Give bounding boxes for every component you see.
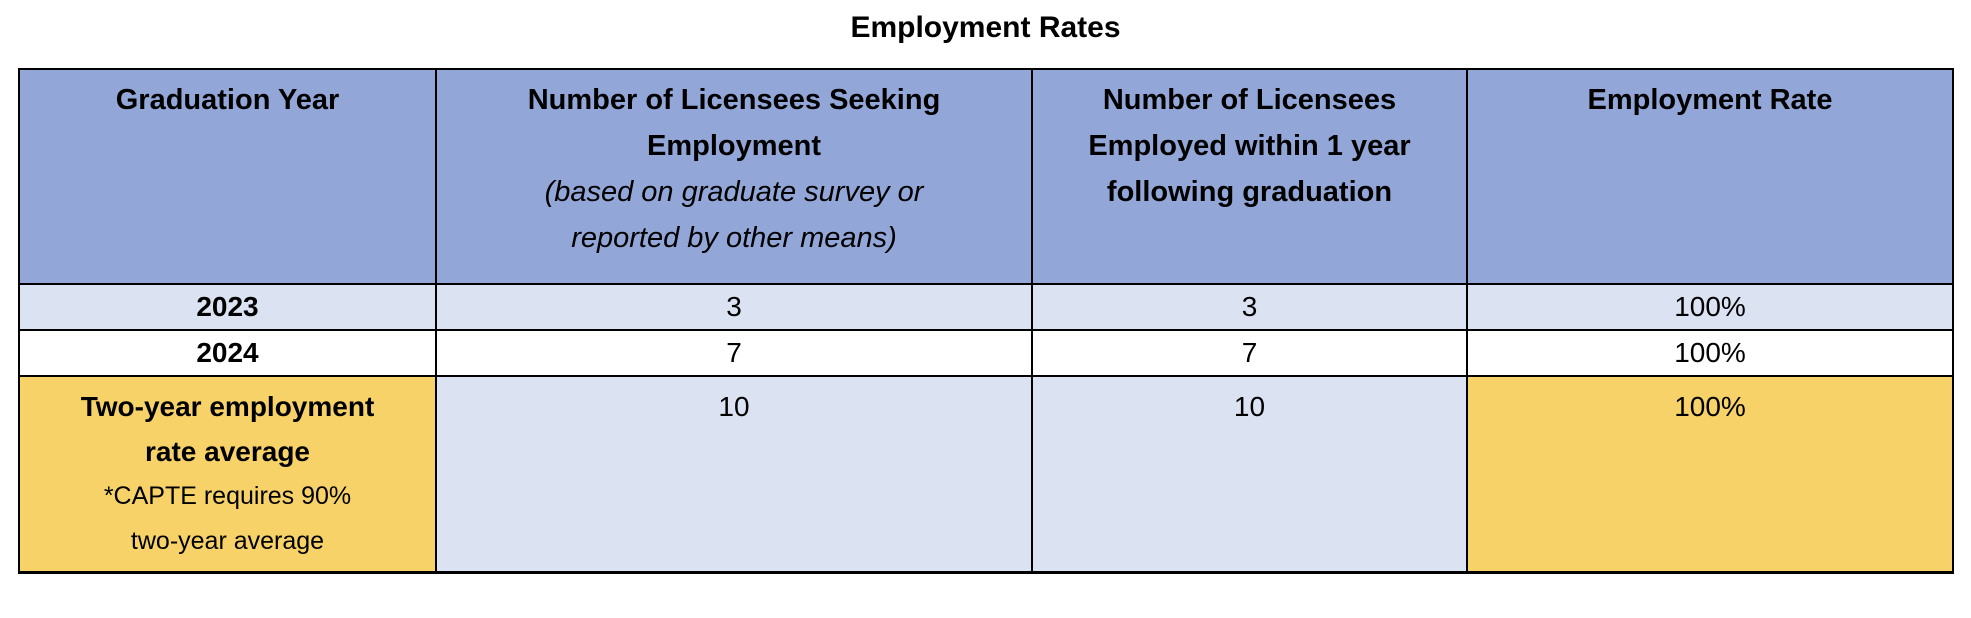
cell-text-line: 3 [726,291,742,322]
row-two-year-average-cell-graduation-year: Two-year employment rate average *CAPTE re… [18,375,437,574]
cell-text-line: rate average [144,436,310,467]
cell-text-line: Employment Rate [1587,84,1833,116]
cell-text-line: following graduation [1106,176,1393,208]
cell-text-line: Number of Licensees Seeking [527,84,941,116]
cell-text-line: Graduation Year [115,84,340,116]
cell-text-line: 100% [1674,337,1746,368]
row-two-year-average-cell-licensees-employed-within-1-year: 10 [1031,375,1468,574]
row-2023-cell-employment-rate: 100% [1466,283,1954,331]
cell-text-line: Employed within 1 year [1088,130,1411,162]
row-2023-cell-licensees-seeking-employment: 3 [435,283,1033,331]
cell-text-line: 7 [726,337,742,368]
cell-text-line: 3 [1241,291,1258,322]
row-2023: 2023 3 3 100% [18,283,1954,331]
header-cell-graduation-year: Graduation Year [18,68,437,285]
table-body: 2023 3 3 100% 2024 7 7 100% Two-year employment r… [18,283,1954,574]
row-2024-cell-licensees-seeking-employment: 7 [435,329,1033,377]
row-2023-cell-licensees-employed-within-1-year: 3 [1031,283,1468,331]
header-cell-licensees-employed-within-1-year: Number of Licensees Employed within 1 yea… [1031,68,1468,285]
cell-text-line: Number of Licensees [1102,84,1397,116]
row-two-year-average-cell-licensees-seeking-employment: 10 [435,375,1033,574]
cell-text-line: 10 [718,391,750,422]
cell-text-line: *CAPTE requires 90% [103,482,352,510]
cell-text-line: 100% [1674,391,1746,422]
row-two-year-average: Two-year employment rate average *CAPTE re… [18,375,1954,574]
cell-text-line: (based on graduate survey or [544,176,924,208]
cell-text-line: two-year average [130,527,325,555]
cell-text-line: reported by other means) [571,222,897,254]
header-cell-employment-rate: Employment Rate [1466,68,1954,285]
header-cell-licensees-seeking-employment: Number of Licensees Seeking Employment (ba… [435,68,1033,285]
cell-text-line: 7 [1241,337,1258,368]
row-2023-cell-graduation-year: 2023 [18,283,437,331]
header-row: Graduation Year Number of Licensees Seeki… [18,68,1954,285]
row-two-year-average-cell-employment-rate: 100% [1466,375,1954,574]
row-2024-cell-employment-rate: 100% [1466,329,1954,377]
cell-text-line: Employment [646,130,822,162]
cell-text-line: 2023 [196,291,259,322]
row-2024-cell-graduation-year: 2024 [18,329,437,377]
cell-text-line: 2024 [196,337,259,368]
page-title: Employment Rates [850,11,1121,44]
employment-rates-table: Graduation Year Number of Licensees Seeki… [18,68,1954,574]
row-2024: 2024 7 7 100% [18,329,1954,377]
row-2024-cell-licensees-employed-within-1-year: 7 [1031,329,1468,377]
cell-text-line: 10 [1233,391,1266,422]
cell-text-line: 100% [1674,291,1746,322]
cell-text-line: Two-year employment [80,391,375,422]
